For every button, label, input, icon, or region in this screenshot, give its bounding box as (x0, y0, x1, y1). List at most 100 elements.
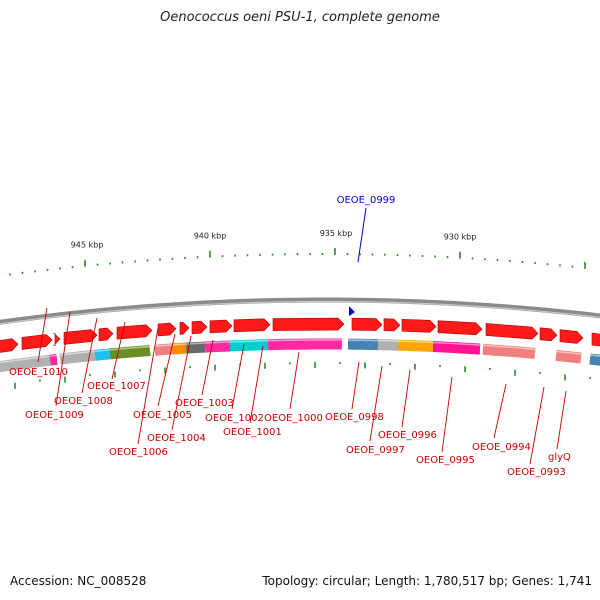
cog-band (14, 354, 51, 371)
scale-label: 930 kbp (444, 233, 477, 242)
gene-label: OEOE_0997 (346, 445, 405, 456)
cog-band (348, 338, 379, 351)
genome-summary: Topology: circular; Length: 1,780,517 bp… (262, 574, 592, 588)
gene-label: OEOE_0993 (507, 467, 566, 478)
cog-band-shine (397, 340, 434, 344)
cog-band (0, 359, 16, 373)
gene-label: OEOE_0994 (472, 442, 531, 453)
gene-label-leader (401, 369, 411, 428)
cog-band (397, 339, 434, 352)
cog-band (229, 339, 268, 352)
cog-band-shine (109, 345, 151, 351)
gene-label-leader (37, 307, 48, 363)
gene-label: OEOE_0996 (378, 430, 437, 441)
cog-band-shine (171, 343, 187, 346)
gene-arrow (539, 327, 558, 342)
cog-band-shine (154, 344, 173, 347)
gene-arrow (401, 318, 437, 333)
cog-band (185, 341, 205, 354)
gene-arrow (116, 324, 153, 340)
cog-band (49, 353, 58, 366)
cog-band-shine (267, 339, 343, 342)
gene-label-leader (249, 345, 264, 424)
scale-ticks (9, 248, 586, 276)
cog-band-shine (482, 344, 536, 351)
gene-label-leader (171, 335, 192, 431)
cog-band-shine (49, 354, 58, 357)
gene-label-leader (529, 386, 545, 465)
gene-label-leader (231, 343, 245, 410)
gene-label-leader (441, 376, 453, 453)
gene-label: OEOE_1009 (25, 410, 84, 421)
cog-band (109, 345, 151, 360)
gene-label-leader (157, 333, 176, 407)
gene-label: OEOE_1006 (109, 447, 168, 458)
scale-label: 940 kbp (194, 232, 227, 241)
cog-band-shine (0, 359, 16, 364)
cog-band (267, 338, 343, 351)
highlight-gene-marker (349, 306, 355, 317)
highlight-gene-label: OEOE_0999 (337, 195, 396, 206)
gene-arrow (191, 320, 208, 335)
highlight-gene-leader (357, 207, 367, 263)
cog-band-shine (432, 341, 481, 346)
gene-label: glyQ (548, 452, 571, 463)
cog-band (432, 341, 481, 355)
gene-arrow (383, 318, 401, 332)
gene-label-leader (369, 365, 383, 442)
gene-label-group: OEOE_1010 OEOE_1009 OEOE_1008 OEOE_1007 OEOE… (9, 307, 571, 478)
gene-label-leader (556, 390, 567, 450)
gene-label: OEOE_1007 (87, 381, 146, 392)
gene-label-leader (137, 327, 159, 445)
cog-band-shine (555, 350, 582, 355)
gene-label: OEOE_1010 (9, 367, 68, 378)
cog-band-shine (589, 354, 600, 357)
gene-arrow (485, 323, 539, 340)
gene-arrow (209, 319, 233, 334)
gene-label: OEOE_1002 (205, 413, 264, 424)
gene-label-leader (55, 311, 71, 407)
gene-label: OEOE_1001 (223, 427, 282, 438)
gene-arrow (98, 327, 114, 342)
gene-arrow (351, 317, 383, 331)
cog-band (204, 340, 231, 353)
gene-label-leader (81, 317, 98, 394)
gene-arrow (21, 334, 53, 350)
cog-band (171, 342, 187, 355)
gene-label-leader (111, 321, 126, 380)
gene-arrow (157, 322, 177, 337)
genome-backbone-highlight (0, 300, 600, 325)
gene-label-leader (201, 339, 214, 396)
gene-arrows (0, 317, 600, 353)
map-title: Oenococcus oeni PSU-1, complete genome (160, 10, 440, 25)
gene-label: OEOE_0995 (416, 455, 475, 466)
genome-backbone (0, 297, 600, 325)
cog-band-shine (229, 339, 268, 343)
gene-label-leader (289, 351, 300, 410)
scale-label: 945 kbp (71, 241, 104, 250)
cog-band-shine (377, 339, 398, 342)
gene-arrow (63, 329, 98, 345)
gene-arrow (0, 338, 19, 353)
gene-label: OEOE_1004 (147, 433, 206, 444)
gene-label: OEOE_1008 (54, 396, 113, 407)
cog-band (377, 339, 398, 351)
cog-band-shine (204, 341, 231, 344)
gene-arrow (559, 329, 584, 344)
gene-label-leader (351, 361, 360, 410)
cog-band (482, 343, 536, 359)
scale-label: 935 kbp (320, 229, 353, 238)
gene-label-leader (493, 383, 507, 439)
gene-label: OEOE_1003 (175, 398, 234, 409)
gene-arrow (437, 320, 483, 336)
gene-arrow (272, 317, 345, 331)
gene-label: OEOE_0998 (325, 412, 384, 423)
cog-band (555, 349, 582, 364)
cog-band (589, 353, 600, 366)
gene-arrow (233, 318, 271, 333)
accession-label: Accession: NC_008528 (10, 574, 147, 588)
cog-band-shine (94, 349, 111, 353)
cog-band (59, 349, 96, 365)
gene-label: OEOE_1005 (133, 410, 192, 421)
